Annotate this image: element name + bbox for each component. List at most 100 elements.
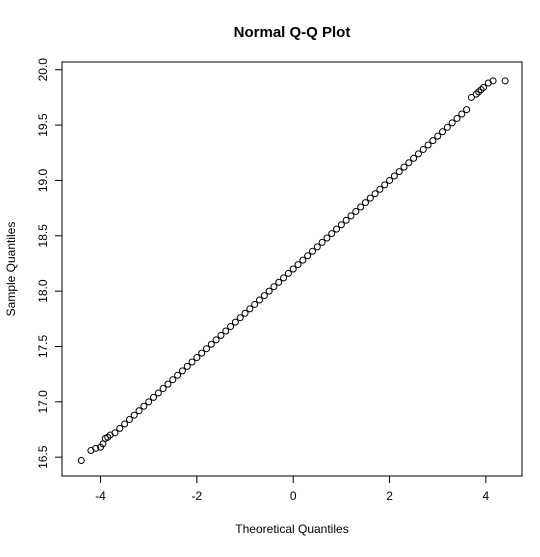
point (477, 86, 485, 94)
point (227, 323, 235, 331)
point (386, 176, 394, 184)
point (434, 132, 442, 140)
point (352, 207, 360, 215)
y-tick-label: 19.5 (36, 113, 50, 137)
point (299, 256, 307, 264)
point (467, 93, 475, 101)
x-tick-label: 0 (290, 489, 297, 503)
x-tick-label: -4 (95, 489, 106, 503)
point (489, 77, 497, 85)
x-tick-label: -2 (192, 489, 203, 503)
point (183, 362, 191, 370)
point (217, 331, 225, 339)
point (236, 314, 244, 322)
point (410, 154, 418, 162)
point (347, 212, 355, 220)
point (405, 159, 413, 167)
point (371, 190, 379, 198)
point (260, 292, 268, 300)
x-axis-label: Theoretical Quantiles (235, 522, 348, 536)
y-tick-label: 18.5 (36, 224, 50, 248)
point (337, 221, 345, 229)
point (169, 376, 177, 384)
point (270, 283, 278, 291)
point (463, 106, 471, 114)
point (479, 83, 487, 91)
point (125, 416, 133, 424)
point (342, 216, 350, 224)
point (241, 309, 249, 317)
point (159, 385, 167, 393)
y-tick-label: 20.0 (36, 58, 50, 82)
point (130, 411, 138, 419)
y-axis-label: Sample Quantiles (4, 222, 18, 317)
point (265, 287, 273, 295)
point (121, 420, 129, 428)
point (419, 145, 427, 153)
point (150, 393, 158, 401)
point (275, 278, 283, 286)
point (328, 230, 336, 238)
point (284, 269, 292, 277)
point (231, 318, 239, 326)
point (443, 123, 451, 131)
y-tick-label: 19.0 (36, 168, 50, 192)
point (390, 172, 398, 180)
point (222, 327, 230, 335)
point (453, 114, 461, 122)
chart-title: Normal Q-Q Plot (234, 24, 351, 41)
point (246, 305, 254, 313)
point (154, 389, 162, 397)
point (164, 380, 172, 388)
point (366, 194, 374, 202)
x-tick-label: 4 (483, 489, 490, 503)
point (318, 238, 326, 246)
point (323, 234, 331, 242)
point (395, 168, 403, 176)
point (294, 261, 302, 269)
point (116, 424, 124, 432)
point (188, 358, 196, 366)
point (289, 265, 297, 273)
x-tick-label: 2 (386, 489, 393, 503)
point (414, 150, 422, 158)
point (135, 407, 143, 415)
point (174, 371, 182, 379)
y-tick-label: 17.0 (36, 390, 50, 414)
point (145, 398, 153, 406)
point (212, 336, 220, 344)
point (448, 119, 456, 127)
point (361, 199, 369, 207)
point (255, 296, 263, 304)
point (193, 354, 201, 362)
point (376, 185, 384, 193)
point (429, 137, 437, 145)
point (207, 340, 215, 348)
point (280, 274, 288, 282)
point (424, 141, 432, 149)
point (308, 247, 316, 255)
y-tick-label: 17.5 (36, 334, 50, 358)
point (104, 433, 112, 441)
point (475, 88, 483, 96)
point (472, 90, 480, 98)
y-tick-label: 18.0 (36, 279, 50, 303)
point (77, 457, 85, 465)
point (251, 300, 259, 308)
point (313, 243, 321, 251)
point (400, 163, 408, 171)
point (111, 429, 119, 437)
point (203, 345, 211, 353)
point (439, 128, 447, 136)
point (333, 225, 341, 233)
point (458, 110, 466, 118)
point (198, 349, 206, 357)
point (140, 402, 148, 410)
point (92, 444, 100, 452)
point (357, 203, 365, 211)
point (178, 367, 186, 375)
point (381, 181, 389, 189)
y-tick-label: 16.5 (36, 445, 50, 469)
